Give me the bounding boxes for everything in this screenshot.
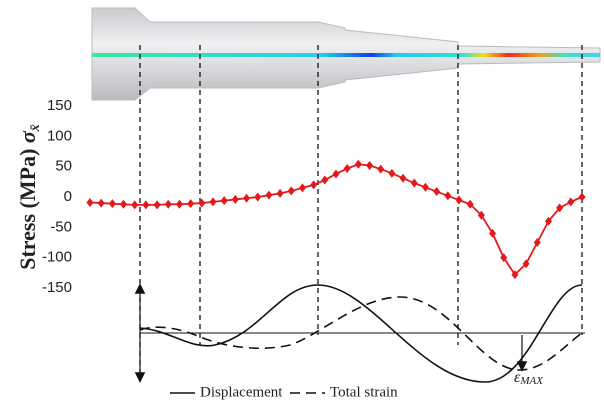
marker (254, 193, 261, 202)
model (92, 8, 600, 100)
y-tick-label: 150 (47, 97, 72, 114)
marker (165, 200, 172, 209)
marker (265, 191, 272, 200)
y-tick-label: 0 (64, 188, 72, 205)
marker (456, 196, 463, 205)
legend-label: Displacement (200, 384, 283, 400)
marker (310, 180, 317, 189)
marker (411, 179, 418, 188)
y-label-subscript: x̄ (28, 124, 43, 132)
dashed-guides (140, 45, 582, 382)
marker (321, 176, 328, 185)
marker (120, 200, 127, 209)
y-tick-label: 50 (55, 158, 72, 175)
annotation: εMAX (514, 369, 544, 387)
marker (142, 200, 149, 209)
marker (87, 198, 94, 207)
marker (187, 199, 194, 208)
marker (98, 199, 105, 208)
marker (344, 164, 351, 173)
y-tick-label: -100 (42, 249, 72, 266)
marker (221, 196, 228, 205)
marker (422, 183, 429, 192)
marker (210, 197, 217, 206)
data-line (90, 164, 582, 274)
marker (579, 193, 586, 202)
marker (388, 169, 395, 178)
marker (131, 200, 138, 209)
marker (176, 200, 183, 209)
marker (109, 199, 116, 208)
annotation-subscript: MAX (519, 375, 544, 387)
y-tick-label: -50 (50, 218, 72, 235)
y-tick-label: 100 (47, 127, 72, 144)
y-label-text: Stress (MPa) (15, 149, 40, 270)
marker (277, 189, 284, 198)
marker (355, 160, 362, 169)
marker (299, 183, 306, 192)
marker (400, 174, 407, 183)
marker (377, 165, 384, 174)
legend-label: Total strain (330, 384, 398, 400)
marker (366, 161, 373, 170)
marker (433, 187, 440, 196)
y-tick-label: -150 (42, 279, 72, 296)
marker (567, 197, 574, 206)
marker (243, 194, 250, 203)
y-axis-label: Stress (MPa) σx̄ (15, 124, 43, 270)
marker (333, 169, 340, 178)
marker (288, 186, 295, 195)
chart: Stress (MPa) σx̄ Displacement Total stra… (0, 0, 604, 403)
marker (444, 191, 451, 200)
marker (232, 195, 239, 204)
marker (154, 200, 161, 209)
